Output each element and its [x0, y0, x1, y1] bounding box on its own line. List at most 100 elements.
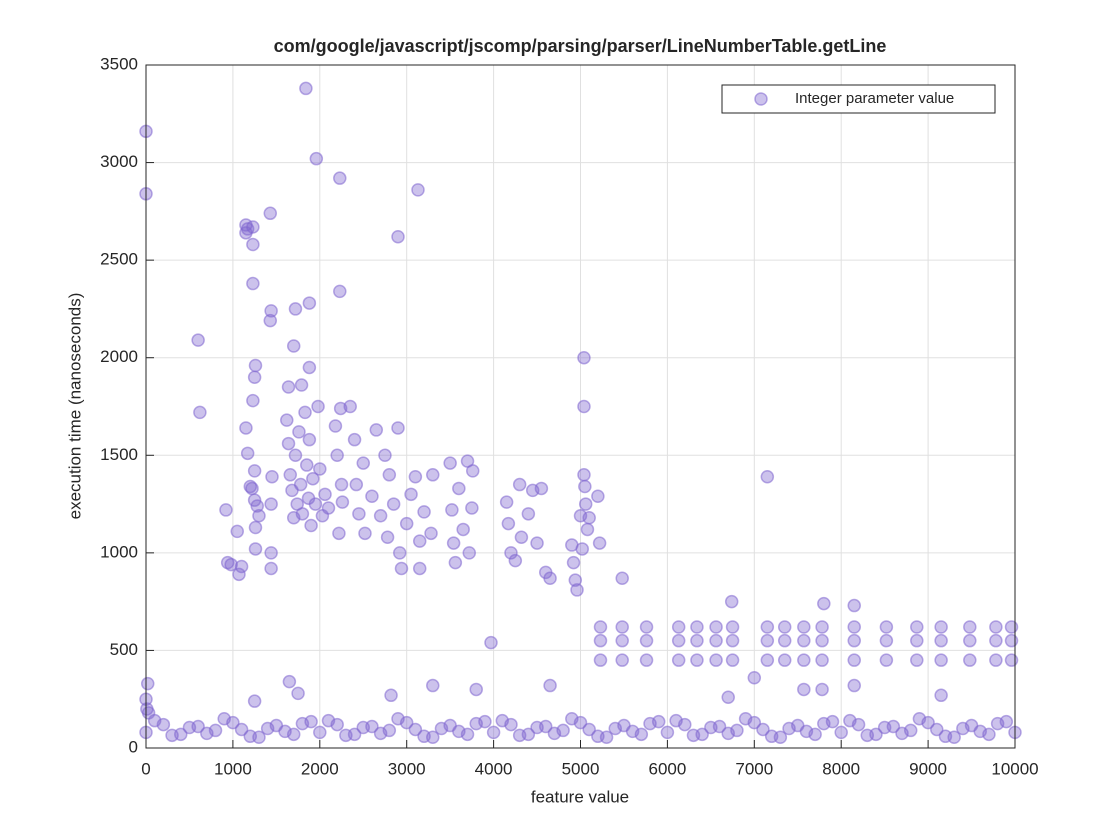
scatter-point [797, 653, 811, 667]
scatter-point [334, 477, 349, 492]
x-tick-label: 5000 [562, 759, 600, 778]
scatter-point [530, 536, 544, 550]
scatter-point [426, 730, 440, 745]
scatter-point [639, 620, 654, 634]
scatter-point [443, 456, 457, 470]
scatter-point [358, 526, 372, 541]
scatter-point [634, 727, 649, 742]
scatter-point [690, 620, 704, 634]
scatter-point [910, 620, 924, 634]
scatter-point [671, 653, 686, 667]
scatter-point [617, 718, 631, 733]
scatter-point [399, 516, 414, 531]
scatter-point [265, 470, 279, 484]
scatter-point [599, 730, 614, 745]
scatter-point [815, 633, 829, 648]
scatter-point [232, 567, 246, 582]
scatter-point [777, 620, 792, 634]
scatter-point [877, 720, 892, 735]
x-tick-label: 9000 [909, 759, 947, 778]
scatter-point [333, 171, 347, 185]
scatter-point [469, 682, 483, 697]
scatter-point [248, 542, 263, 556]
scatter-point [309, 151, 324, 166]
scatter-point [499, 495, 514, 509]
scatter-point [989, 653, 1003, 667]
scatter-point [568, 573, 583, 587]
scatter-point [391, 229, 405, 244]
scatter-point [140, 676, 155, 691]
scatter-point [448, 555, 463, 570]
x-axis-label: feature value [531, 787, 629, 806]
scatter-point [460, 727, 475, 742]
scatter-point [1004, 620, 1019, 634]
scatter-point [264, 497, 278, 511]
scatter-point [292, 425, 306, 439]
scatter-point [501, 516, 516, 531]
scatter-point [264, 561, 278, 576]
scatter-point [373, 509, 388, 523]
scatter-point [318, 487, 332, 502]
scatter-point [725, 633, 740, 648]
scatter-point [582, 510, 596, 525]
scatter-point [947, 730, 961, 745]
scatter-point [808, 727, 822, 742]
scatter-point [580, 522, 595, 537]
scatter-point [508, 553, 523, 568]
scatter-point [141, 706, 156, 720]
scatter-point [286, 339, 301, 353]
scatter-point [964, 718, 979, 733]
scatter-point [982, 727, 996, 742]
scatter-point [247, 370, 262, 384]
scatter-point [333, 284, 347, 299]
scatter-point [182, 720, 197, 735]
scatter-point [639, 653, 654, 667]
y-tick-label: 1500 [100, 445, 138, 464]
scatter-point [291, 686, 305, 701]
scatter-point [486, 725, 501, 740]
scatter-point [1004, 653, 1019, 667]
scatter-point [264, 546, 278, 560]
y-tick-label: 500 [110, 640, 138, 659]
scatter-point [591, 489, 605, 504]
scatter-point [426, 468, 440, 482]
x-tick-label: 2000 [301, 759, 339, 778]
scatter-point [456, 522, 470, 537]
points [139, 81, 1022, 745]
y-axis-label: execution time (nanoseconds) [65, 293, 84, 520]
scatter-point [934, 688, 948, 703]
scatter-point [963, 633, 977, 648]
scatter-point [391, 711, 405, 726]
scatter-point [709, 620, 723, 634]
scatter-point [408, 722, 423, 737]
scatter-point [330, 448, 344, 463]
scatter-point [484, 635, 498, 650]
scatter-point [690, 653, 704, 667]
scatter-point [245, 481, 259, 496]
scatter-point [191, 333, 205, 347]
scatter-point [378, 448, 392, 463]
scatter-point [293, 477, 308, 492]
scatter-point [495, 713, 510, 728]
scatter-point [724, 594, 739, 609]
scatter-point [288, 302, 303, 316]
scatter-point [352, 507, 366, 521]
scatter-point [234, 722, 249, 737]
scatter-point [452, 481, 466, 496]
scatter-point [462, 546, 477, 560]
scatter-point [302, 296, 317, 310]
scatter-point [247, 694, 262, 708]
scatter-point [934, 620, 948, 634]
scatter-point [512, 728, 527, 743]
scatter-point [910, 633, 924, 648]
scatter-point [777, 653, 792, 667]
scatter-point [306, 471, 320, 486]
scatter-point [834, 725, 848, 740]
scatter-point [386, 497, 401, 511]
scatter-point [547, 726, 562, 741]
scatter-point [243, 479, 258, 494]
scatter-point [582, 722, 596, 737]
scatter-point [283, 468, 298, 482]
scatter-point [910, 653, 924, 667]
